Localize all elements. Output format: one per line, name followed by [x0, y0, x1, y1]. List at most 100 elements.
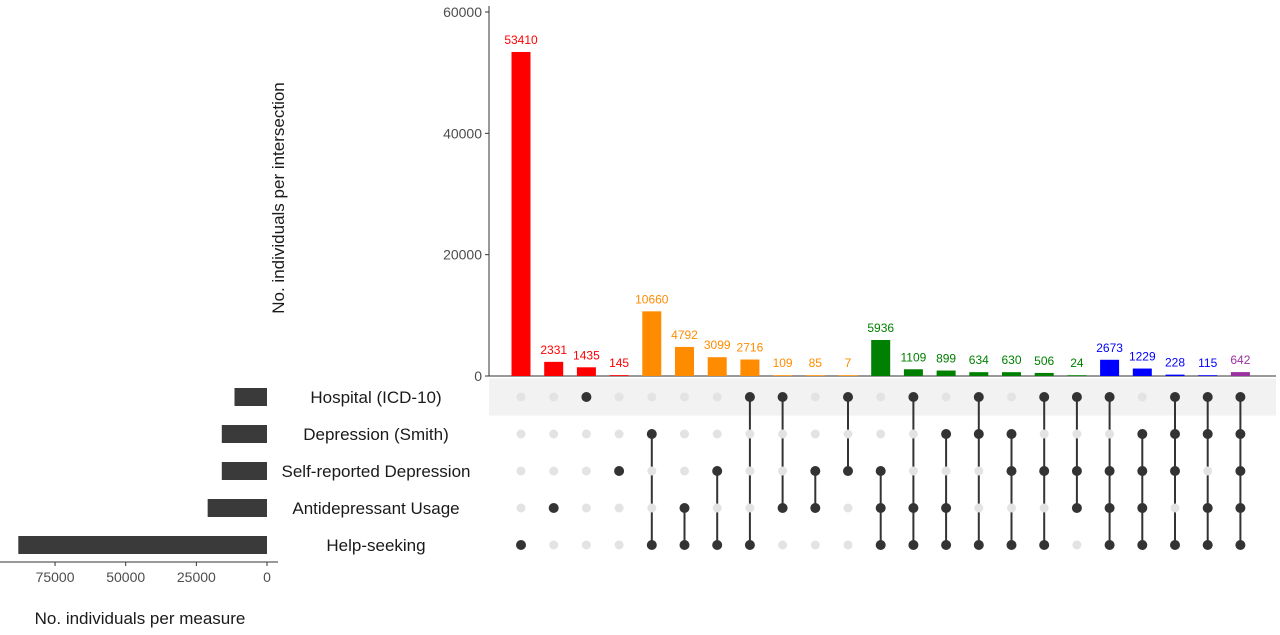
intersection-bar — [675, 346, 694, 376]
bar-value-label: 642 — [1230, 353, 1250, 367]
intersection-bar — [773, 375, 793, 376]
bar-value-label: 5936 — [867, 321, 894, 335]
membership-dot-inactive — [647, 466, 657, 476]
membership-dot-inactive — [1007, 503, 1016, 513]
membership-dot-inactive — [680, 429, 689, 439]
membership-dot-active — [1202, 392, 1213, 402]
membership-dot-active — [941, 429, 952, 439]
set-axis-tick-label: 75000 — [36, 569, 75, 585]
membership-matrix — [516, 392, 1246, 550]
membership-dot-inactive — [549, 466, 559, 476]
intersection-bar — [642, 311, 662, 376]
intersection-bar — [1067, 375, 1087, 376]
membership-dot-active — [1137, 466, 1148, 476]
membership-dot-active — [1170, 466, 1180, 476]
intersection-bar — [936, 370, 956, 376]
bar-value-label: 24 — [1070, 356, 1084, 370]
set-label: Self-reported Depression — [282, 462, 471, 481]
membership-dot-inactive — [974, 503, 984, 513]
membership-dot-active — [875, 503, 886, 513]
membership-dot-active — [744, 540, 755, 550]
set-size-x-axis: 75000 50000 25000 0 — [0, 561, 278, 585]
bar-value-label: 109 — [773, 356, 793, 370]
membership-dot-inactive — [1007, 392, 1016, 402]
set-axis-tick-label: 25000 — [177, 569, 216, 585]
membership-dot-active — [1235, 392, 1246, 402]
set-label: Antidepressant Usage — [292, 499, 459, 518]
membership-dot-active — [1235, 429, 1246, 439]
membership-dot-active — [908, 540, 919, 550]
membership-dot-inactive — [843, 429, 853, 439]
membership-dot-active — [1104, 540, 1115, 550]
membership-dot-active — [1235, 540, 1246, 550]
membership-dot-inactive — [614, 429, 624, 439]
membership-dot-inactive — [1105, 429, 1115, 439]
membership-dot-inactive — [778, 466, 788, 476]
membership-dot-active — [777, 392, 788, 402]
membership-dot-active — [1202, 540, 1213, 550]
y-tick-label: 0 — [474, 368, 482, 384]
membership-dot-active — [516, 540, 526, 550]
membership-dot-active — [973, 392, 984, 402]
membership-dot-inactive — [1039, 429, 1049, 439]
intersection-bar — [969, 372, 989, 376]
membership-dot-active — [712, 540, 723, 550]
membership-dot-active — [875, 540, 886, 550]
membership-dot-inactive — [516, 429, 526, 439]
membership-dot-inactive — [745, 429, 755, 439]
membership-dot-active — [908, 503, 919, 513]
set-size-bar — [207, 499, 267, 517]
membership-dot-inactive — [549, 392, 559, 402]
intersection-bar — [903, 369, 923, 376]
membership-dot-active — [1071, 503, 1082, 513]
intersection-bar — [1230, 372, 1250, 376]
membership-dot-inactive — [680, 392, 689, 402]
intersection-bar — [871, 339, 891, 376]
set-size-bar — [221, 425, 267, 443]
intersection-bar — [576, 367, 596, 376]
membership-dot-inactive — [647, 503, 657, 513]
intersection-bars: 53410 2331 1435 145 10660 4792 3099 2716 109 85 7 5… — [504, 33, 1251, 376]
membership-dot-active — [1039, 392, 1050, 402]
intersection-bar — [1034, 372, 1054, 376]
membership-dot-inactive — [581, 503, 591, 513]
membership-dot-active — [1137, 503, 1148, 513]
membership-dot-inactive — [614, 540, 624, 550]
intersection-bar — [1100, 359, 1120, 376]
bar-value-label: 2716 — [737, 341, 764, 355]
membership-dot-active — [548, 503, 559, 513]
membership-dot-active — [1137, 540, 1148, 550]
membership-dot-active — [1202, 429, 1213, 439]
membership-dot-active — [712, 466, 723, 476]
bar-value-label: 1435 — [573, 348, 600, 362]
membership-dot-active — [1006, 466, 1017, 476]
membership-dot-inactive — [581, 466, 591, 476]
set-labels: Hospital (ICD-10) Depression (Smith) Self-… — [282, 388, 471, 555]
membership-dot-inactive — [1170, 503, 1180, 513]
membership-dot-active — [1039, 466, 1050, 476]
membership-dot-active — [973, 429, 984, 439]
bar-value-label: 10660 — [635, 292, 669, 306]
membership-dot-active — [1137, 429, 1148, 439]
membership-dot-active — [1006, 429, 1017, 439]
membership-dot-inactive — [1203, 466, 1213, 476]
set-size-bars — [18, 388, 267, 554]
intersection-bar — [1132, 368, 1152, 376]
membership-dot-active — [1104, 466, 1115, 476]
membership-dot-inactive — [614, 392, 624, 402]
intersection-bar — [1165, 374, 1185, 376]
bar-value-label: 899 — [936, 352, 956, 366]
membership-dot-active — [646, 429, 657, 439]
bar-value-label: 506 — [1034, 354, 1054, 368]
membership-dot-active — [1039, 540, 1050, 550]
set-label: Depression (Smith) — [303, 425, 449, 444]
membership-dot-inactive — [647, 392, 657, 402]
membership-dot-active — [1170, 392, 1180, 402]
bar-value-label: 1229 — [1129, 350, 1156, 364]
intersection-bar — [838, 375, 858, 376]
membership-dot-inactive — [745, 503, 755, 513]
y-tick-label: 40000 — [443, 125, 482, 141]
membership-dot-active — [646, 540, 657, 550]
